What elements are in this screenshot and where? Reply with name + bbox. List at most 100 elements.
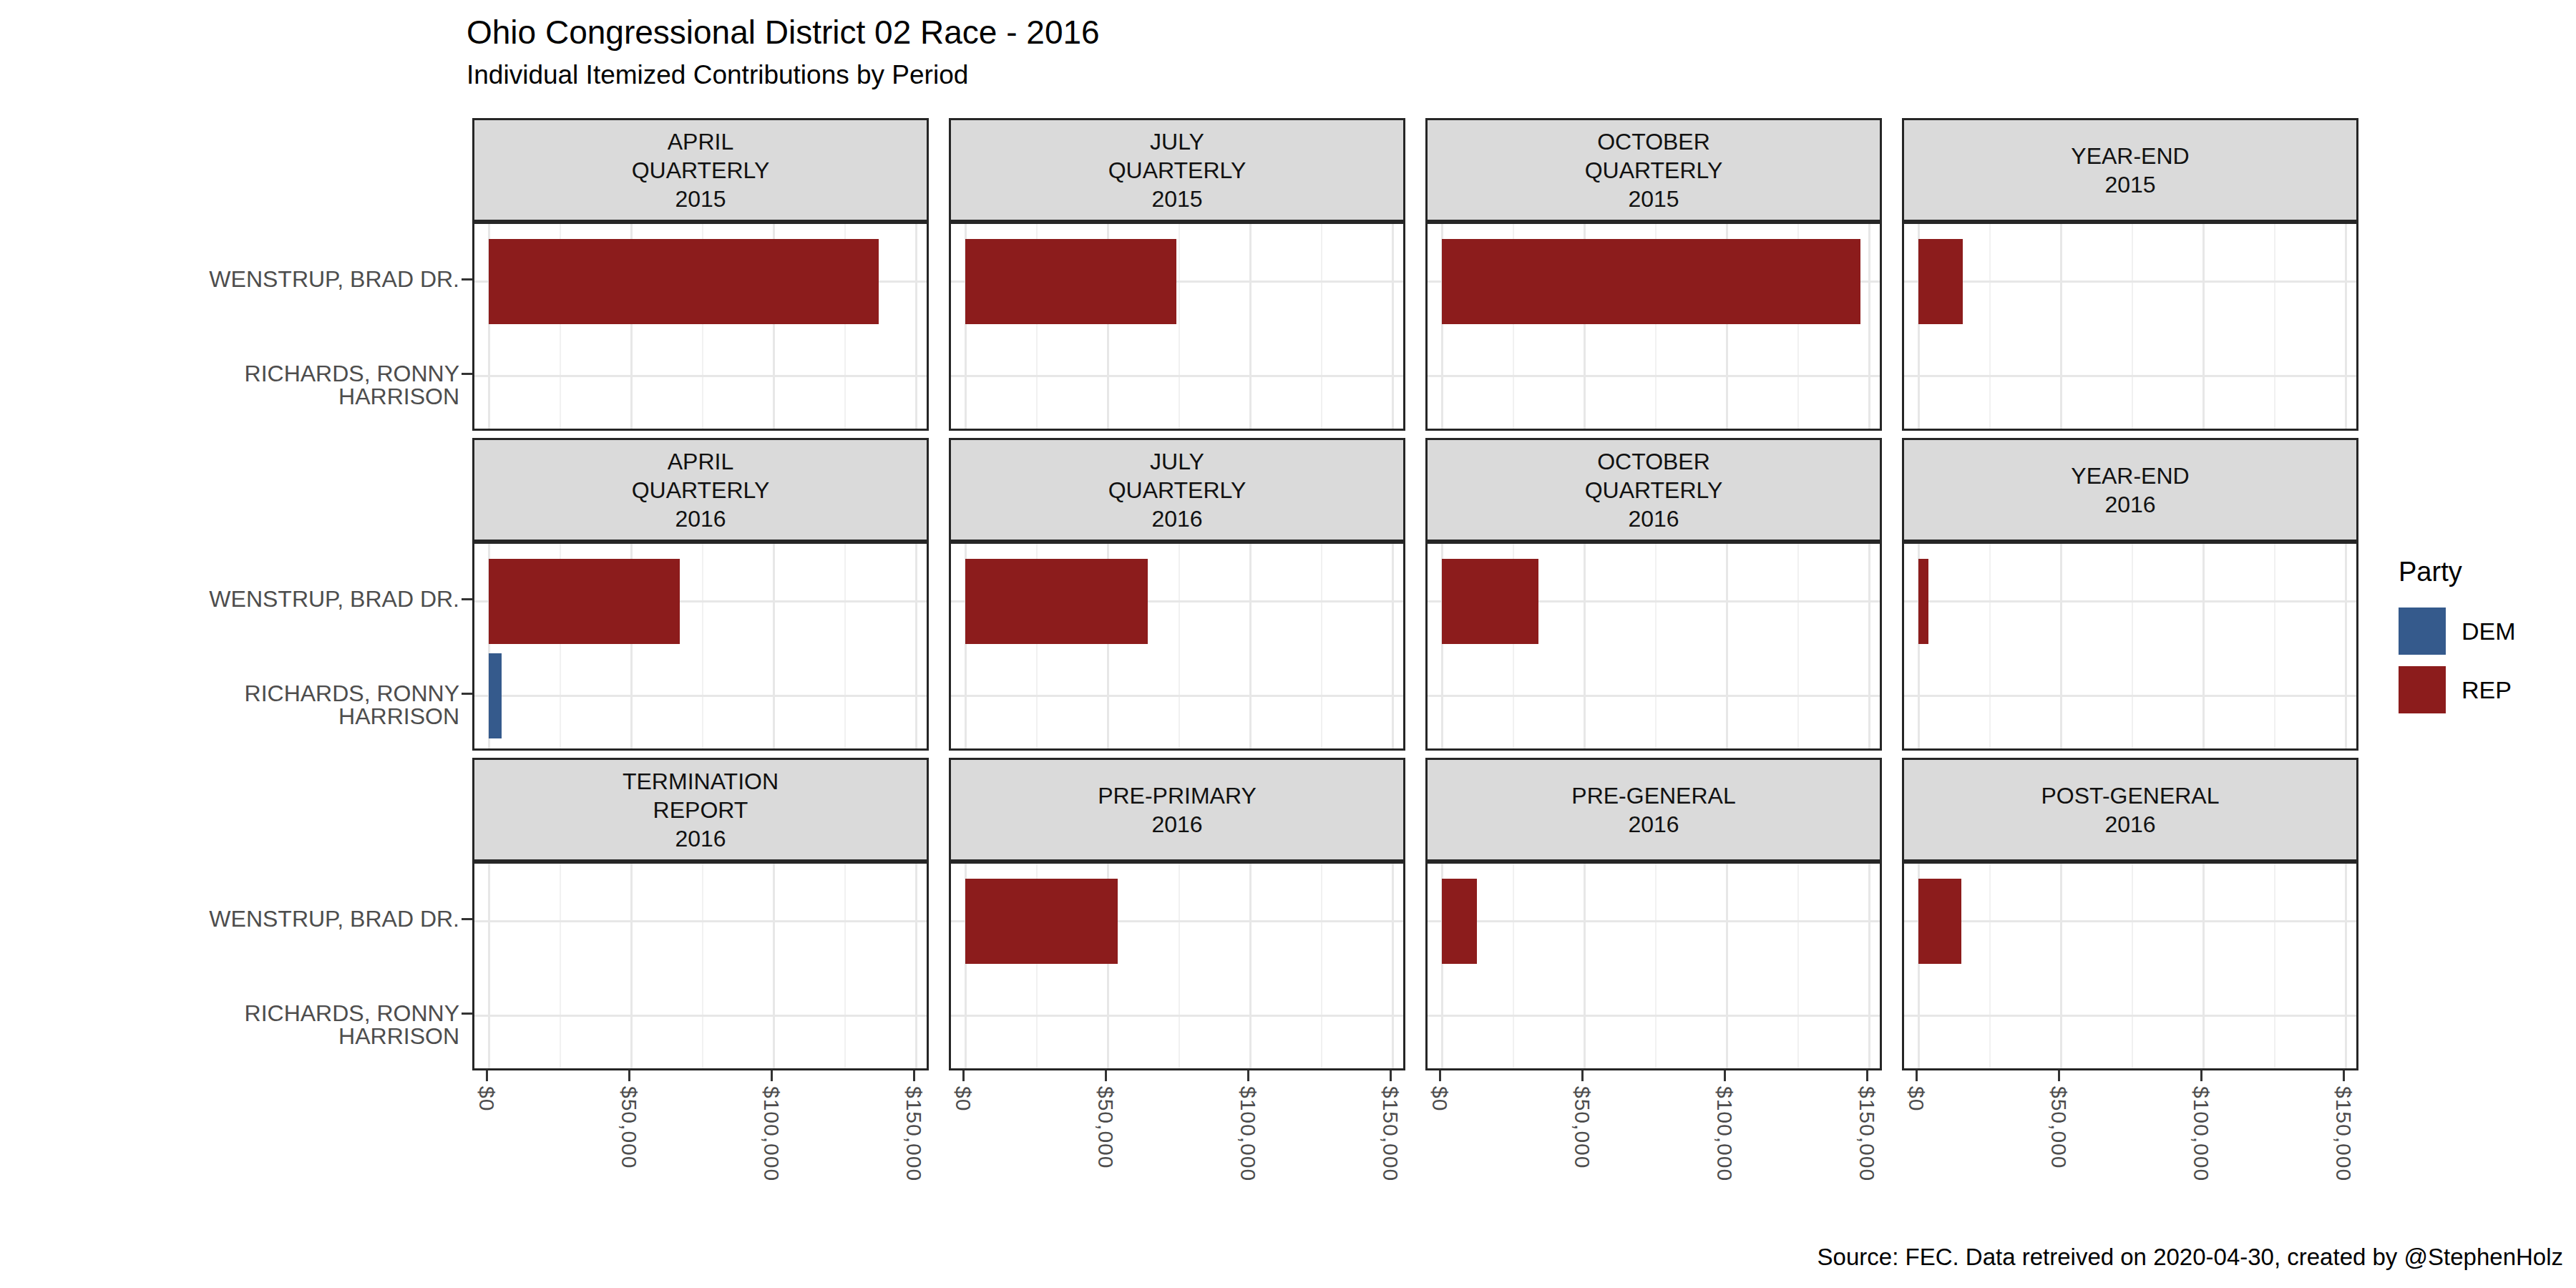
x-tick xyxy=(1916,1070,1918,1081)
legend-title: Party xyxy=(2399,557,2516,587)
gridline-major xyxy=(1904,600,2356,602)
gridline-major xyxy=(474,695,927,697)
x-tick-label: $50,000 xyxy=(2047,1086,2070,1244)
gridline-major xyxy=(630,864,633,1068)
gridline-major xyxy=(474,1015,927,1017)
x-tick-label: $0 xyxy=(952,1086,975,1244)
gridline-minor xyxy=(844,544,846,748)
gridline-major xyxy=(2345,864,2347,1068)
legend: Party DEMREP xyxy=(2399,557,2516,725)
gridline-major xyxy=(2060,544,2062,748)
y-axis-label: RICHARDS, RONNY HARRISON xyxy=(130,1002,459,1048)
facet-strip-label: PRE-PRIMARY 2016 xyxy=(1098,781,1257,839)
facet-cell: JULY QUARTERLY 2015 xyxy=(949,118,1405,431)
gridline-major xyxy=(1392,864,1394,1068)
facet-strip: APRIL QUARTERLY 2015 xyxy=(472,118,929,222)
facet-panel xyxy=(949,862,1405,1070)
facet-strip-label: POST-GENERAL 2016 xyxy=(2041,781,2220,839)
facet-strip: YEAR-END 2015 xyxy=(1902,118,2358,222)
gridline-major xyxy=(1584,544,1586,748)
x-tick-label: $50,000 xyxy=(1094,1086,1117,1244)
gridline-minor xyxy=(1655,544,1657,748)
gridline-major xyxy=(1904,1015,2356,1017)
facet-panel xyxy=(1902,862,2358,1070)
x-tick-label: $100,000 xyxy=(1236,1086,1259,1244)
gridline-major xyxy=(2345,544,2347,748)
bar-rep xyxy=(965,559,1148,644)
gridline-minor xyxy=(2132,544,2133,748)
y-axis-label: RICHARDS, RONNY HARRISON xyxy=(130,682,459,728)
facet-panel xyxy=(472,862,929,1070)
y-tick xyxy=(462,918,472,920)
gridline-major xyxy=(915,864,917,1068)
gridline-major xyxy=(1868,544,1870,748)
facet-strip: JULY QUARTERLY 2015 xyxy=(949,118,1405,222)
chart-figure: Ohio Congressional District 02 Race - 20… xyxy=(0,0,2576,1288)
x-tick-label: $100,000 xyxy=(1713,1086,1736,1244)
gridline-major xyxy=(1428,375,1880,377)
gridline-major xyxy=(1868,224,1870,429)
chart-subtitle: Individual Itemized Contributions by Per… xyxy=(467,60,968,90)
x-tick xyxy=(2058,1070,2060,1081)
facet-panel xyxy=(1425,862,1882,1070)
facet-cell: APRIL QUARTERLY 2016 xyxy=(472,438,929,751)
gridline-minor xyxy=(2274,864,2275,1068)
legend-swatch-rep xyxy=(2399,666,2446,713)
facet-panel xyxy=(1425,222,1882,431)
facet-panel xyxy=(472,542,929,751)
bar-rep xyxy=(1918,239,1963,324)
gridline-minor xyxy=(702,544,703,748)
facet-panel xyxy=(1425,542,1882,751)
y-tick xyxy=(462,1013,472,1015)
gridline-major xyxy=(915,544,917,748)
gridline-minor xyxy=(1513,864,1514,1068)
x-tick-label: $100,000 xyxy=(2190,1086,2212,1244)
facet-cell: POST-GENERAL 2016 xyxy=(1902,758,2358,1070)
gridline-minor xyxy=(2274,544,2275,748)
gridline-major xyxy=(951,375,1403,377)
facet-strip: TERMINATION REPORT 2016 xyxy=(472,758,929,862)
gridline-major xyxy=(1428,695,1880,697)
x-tick xyxy=(1105,1070,1107,1081)
legend-swatch-dem xyxy=(2399,608,2446,655)
gridline-major xyxy=(773,864,775,1068)
gridline-major xyxy=(1904,375,2356,377)
facet-strip-label: JULY QUARTERLY 2016 xyxy=(1108,447,1246,533)
y-tick xyxy=(462,693,472,695)
facet-cell: PRE-PRIMARY 2016 xyxy=(949,758,1405,1070)
facet-panel xyxy=(949,222,1405,431)
gridline-minor xyxy=(1179,544,1180,748)
facet-panel xyxy=(1902,542,2358,751)
facet-cell: JULY QUARTERLY 2016 xyxy=(949,438,1405,751)
facet-strip: YEAR-END 2016 xyxy=(1902,438,2358,542)
gridline-major xyxy=(2060,864,2062,1068)
facet-strip-label: APRIL QUARTERLY 2016 xyxy=(632,447,770,533)
y-axis-label: WENSTRUP, BRAD DR. xyxy=(130,907,459,930)
gridline-major xyxy=(1392,544,1394,748)
x-tick xyxy=(1247,1070,1249,1081)
gridline-major xyxy=(1868,864,1870,1068)
gridline-major xyxy=(773,544,775,748)
gridline-minor xyxy=(1655,864,1657,1068)
x-tick xyxy=(486,1070,488,1081)
x-tick-label: $150,000 xyxy=(1855,1086,1878,1244)
gridline-major xyxy=(1584,864,1586,1068)
gridline-minor xyxy=(1989,224,1991,429)
facet-cell: TERMINATION REPORT 2016 xyxy=(472,758,929,1070)
gridline-major xyxy=(2345,224,2347,429)
facet-strip: PRE-GENERAL 2016 xyxy=(1425,758,1882,862)
gridline-major xyxy=(2060,224,2062,429)
gridline-major xyxy=(951,1015,1403,1017)
x-tick xyxy=(2343,1070,2345,1081)
gridline-major xyxy=(1726,864,1728,1068)
bar-rep xyxy=(1442,239,1860,324)
gridline-major xyxy=(474,920,927,922)
x-tick-label: $0 xyxy=(1905,1086,1928,1244)
facet-strip-label: JULY QUARTERLY 2015 xyxy=(1108,127,1246,213)
x-tick-label: $0 xyxy=(475,1086,498,1244)
y-axis-label: WENSTRUP, BRAD DR. xyxy=(130,587,459,610)
gridline-major xyxy=(1249,224,1252,429)
legend-item-dem: DEM xyxy=(2399,608,2516,655)
gridline-minor xyxy=(1179,224,1180,429)
gridline-major xyxy=(1249,864,1252,1068)
